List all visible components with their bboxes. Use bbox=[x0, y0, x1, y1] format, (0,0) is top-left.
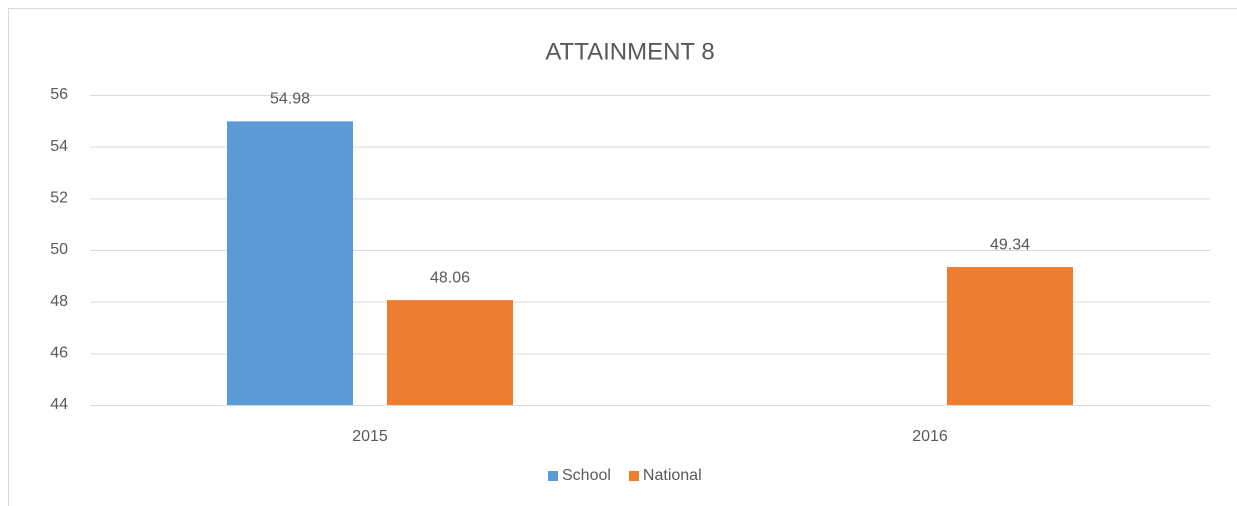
legend-label: National bbox=[643, 467, 702, 484]
y-tick-label: 46 bbox=[50, 345, 68, 362]
x-tick-label: 2016 bbox=[912, 428, 948, 445]
y-tick-label: 48 bbox=[50, 293, 68, 310]
data-label: 54.98 bbox=[270, 91, 310, 108]
bar bbox=[227, 121, 353, 405]
chart-frame bbox=[8, 8, 1237, 506]
legend-swatch bbox=[628, 471, 639, 481]
y-tick-label: 50 bbox=[50, 241, 68, 258]
y-tick-label: 44 bbox=[50, 396, 68, 413]
data-label: 48.06 bbox=[430, 269, 470, 286]
data-label: 49.34 bbox=[990, 236, 1030, 253]
y-tick-label: 56 bbox=[50, 86, 68, 103]
y-tick-label: 52 bbox=[50, 190, 68, 207]
y-tick-label: 54 bbox=[50, 138, 68, 155]
legend-swatch bbox=[548, 471, 558, 481]
bar bbox=[947, 267, 1073, 405]
x-tick-label: 2015 bbox=[352, 428, 388, 445]
chart-title: ATTAINMENT 8 bbox=[545, 38, 714, 65]
bar bbox=[387, 300, 513, 405]
legend-label: School bbox=[562, 467, 611, 484]
